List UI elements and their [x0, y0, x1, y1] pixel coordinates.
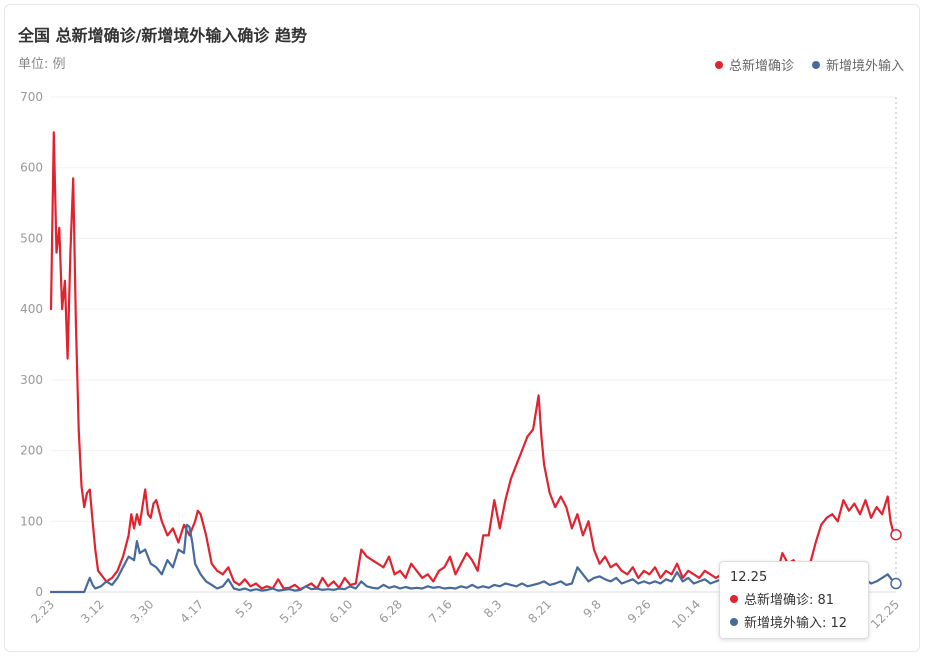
- series-line-0[interactable]: [49, 131, 898, 591]
- y-tick-label: 700: [20, 90, 43, 104]
- tooltip-row-imported: 新增境外输入: 12: [730, 612, 858, 631]
- x-tick-label: 6.10: [327, 597, 356, 626]
- y-tick-label: 300: [20, 373, 43, 387]
- x-tick-label: 9.8: [580, 597, 603, 620]
- x-tick-label: 10.14: [669, 597, 703, 631]
- tooltip: 12.25 总新增确诊: 81 新增境外输入: 12: [719, 561, 869, 639]
- tooltip-row-total: 总新增确诊: 81: [730, 589, 858, 608]
- x-tick-label: 4.17: [177, 597, 206, 626]
- x-tick-label: 8.21: [525, 597, 554, 626]
- x-tick-label: 7.16: [426, 597, 455, 626]
- legend-label-total: 总新增确诊: [728, 59, 794, 74]
- tooltip-value-total: 总新增确诊: 81: [744, 593, 835, 608]
- y-tick-label: 400: [20, 302, 43, 316]
- x-tick-label: 5.5: [233, 597, 256, 620]
- y-tick-label: 100: [20, 514, 43, 528]
- x-tick-label: 3.12: [78, 597, 107, 626]
- legend-item-imported[interactable]: 新增境外输入: [811, 55, 904, 74]
- tooltip-dot-total: [730, 594, 738, 603]
- legend: 总新增确诊 新增境外输入: [714, 55, 904, 74]
- y-tick-label: 200: [20, 444, 43, 458]
- legend-item-total[interactable]: 总新增确诊: [714, 55, 794, 74]
- legend-label-imported: 新增境外输入: [825, 59, 904, 74]
- y-tick-label: 600: [20, 161, 43, 175]
- x-tick-label: 3.30: [128, 597, 157, 626]
- tooltip-date: 12.25: [730, 570, 768, 585]
- tooltip-dot-imported: [730, 617, 738, 626]
- x-tick-label: 9.26: [625, 597, 654, 626]
- grid-lines: [51, 96, 896, 593]
- x-tick-label: 2.23: [28, 597, 57, 626]
- chart-title: 全国 总新增确诊/新增境外输入确诊 趋势: [18, 26, 307, 45]
- chart-card: [4, 4, 920, 652]
- hover-point-1: [890, 577, 902, 590]
- x-tick-label: 5.23: [277, 597, 306, 626]
- tooltip-value-imported: 新增境外输入: 12: [744, 616, 848, 631]
- y-axis: 0 100 200 300 400 500 600 700: [20, 90, 43, 599]
- y-tick-label: 500: [20, 231, 43, 245]
- x-tick-label: 8.3: [481, 597, 504, 620]
- legend-dot-imported: [811, 60, 820, 69]
- x-tick-label: 12.25: [868, 597, 902, 631]
- hover-markers: [890, 528, 902, 590]
- x-tick-label: 6.28: [376, 597, 405, 626]
- series-lines: [49, 131, 898, 594]
- legend-dot-total: [714, 60, 723, 69]
- hover-point-0: [890, 528, 902, 541]
- unit-label: 单位: 例: [18, 57, 66, 72]
- y-tick-label: 0: [35, 585, 43, 599]
